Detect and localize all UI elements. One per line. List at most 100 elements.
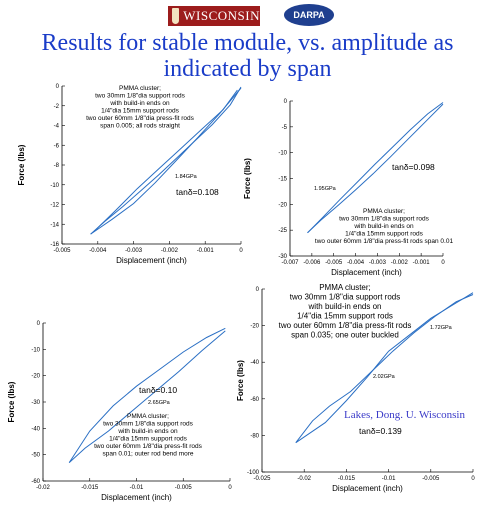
annotation-line: 1/4"dia 15mm support rods — [101, 108, 180, 115]
slide-title-line2: indicated by span — [163, 56, 332, 82]
y-axis-label: Force (lbs) — [243, 158, 252, 199]
crest-icon — [172, 8, 180, 24]
annotation-line: two outer 60mm 1/8"dia press-fit rods — [94, 443, 203, 450]
x-tick-label: -0.02 — [297, 476, 311, 482]
y-axis-label: Force (lbs) — [17, 144, 26, 185]
annotation-line: with build-in ends on — [308, 302, 382, 311]
x-axis-label: Displacement (inch) — [331, 268, 402, 277]
annotation-line: span 0.01; outer rod bend more — [102, 451, 193, 458]
modulus-label: 2.65GPa — [148, 400, 171, 406]
y-tick-label: -10 — [50, 183, 59, 189]
x-tick-label: 0 — [441, 260, 445, 266]
annotation-line: two outer 60mm 1/8"dia press-fit rods sp… — [315, 238, 454, 245]
annotation-line: PMMA cluster; — [319, 283, 371, 292]
series-line — [68, 330, 226, 463]
chart-bottom-right: -0.025 -0.02 -0.015 -0.01 -0.005 0 -100 -80 -60 -… — [236, 283, 475, 493]
chart-top-left: -0.005 -0.004 -0.003 -0.002 -0.001 0 -16 -14 -12… — [17, 84, 243, 265]
modulus-label: 1.72GPa — [430, 325, 453, 331]
y-tick-label: -40 — [250, 360, 259, 366]
x-tick-label: -0.005 — [175, 485, 193, 491]
credit-text: Lakes, Dong. U. Wisconsin — [344, 409, 465, 421]
x-tick-label: -0.02 — [36, 485, 50, 491]
y-axis-label: Force (lbs) — [236, 360, 245, 401]
annotation-line: with build-in ends on — [109, 100, 170, 107]
y-tick-label: -20 — [31, 374, 40, 380]
x-tick-label: -0.007 — [281, 260, 299, 266]
y-tick-label: -12 — [50, 203, 59, 209]
x-tick-label: -0.01 — [130, 485, 144, 491]
y-tick-label: -50 — [31, 453, 40, 459]
y-tick-label: -25 — [278, 228, 287, 234]
y-tick-label: -10 — [278, 151, 287, 157]
y-tick-label: -16 — [50, 242, 59, 248]
slide-title: Results for stable module, vs. amplitude… — [0, 30, 495, 82]
x-tick-label: -0.002 — [161, 248, 179, 254]
annotation-line: span 0.005; all rods straight — [100, 123, 180, 130]
x-tick-label: -0.004 — [89, 248, 107, 254]
x-tick-label: -0.003 — [125, 248, 143, 254]
annotation-line: 1/4"dia 15mm support rods — [345, 231, 424, 238]
series-line — [295, 292, 474, 444]
annotation-line: span 0.035; one outer buckled — [291, 331, 399, 340]
y-tick-label: -60 — [250, 397, 259, 403]
y-tick-label: -20 — [250, 324, 259, 330]
y-tick-label: -20 — [278, 202, 287, 208]
modulus-label: 1.84GPa — [175, 174, 198, 180]
y-tick-label: -100 — [247, 470, 260, 476]
x-axis-label: Displacement (inch) — [116, 256, 187, 265]
x-tick-label: -0.005 — [53, 248, 71, 254]
series-line — [93, 89, 238, 232]
x-axis-label: Displacement (inch) — [332, 484, 403, 493]
modulus-label: 1.95GPa — [314, 186, 337, 192]
y-tick-label: -80 — [250, 433, 259, 439]
series-line — [307, 102, 444, 234]
annotation-line: PMMA cluster; — [127, 413, 169, 420]
x-tick-label: 0 — [228, 485, 232, 491]
series-line — [307, 103, 444, 234]
tan-delta-label: tanδ=0.10 — [139, 385, 177, 395]
x-tick-label: -0.001 — [413, 260, 431, 266]
y-tick-label: -4 — [54, 124, 60, 130]
annotation-line: 1/4"dia 15mm support rods — [109, 436, 188, 443]
x-tick-label: -0.001 — [197, 248, 215, 254]
x-tick-label: -0.004 — [347, 260, 365, 266]
x-tick-label: -0.003 — [369, 260, 387, 266]
annotation-line: two 30mm 1/8"dia support rods — [103, 421, 193, 428]
series-line — [90, 87, 242, 235]
tan-delta-label: tanδ=0.098 — [392, 162, 435, 172]
slide-title-line1: Results for stable module, vs. amplitude… — [41, 30, 454, 56]
series-line — [90, 86, 242, 235]
annotation-line: two 30mm 1/8"dia support rods — [290, 293, 400, 302]
x-tick-label: -0.002 — [391, 260, 409, 266]
x-tick-label: -0.005 — [422, 476, 440, 482]
y-tick-label: -14 — [50, 222, 59, 228]
series-line — [68, 327, 226, 463]
x-tick-label: -0.01 — [382, 476, 396, 482]
y-tick-label: -5 — [282, 125, 288, 131]
annotation-line: two outer 60mm 1/8"dia press-fit rods — [279, 321, 412, 330]
y-tick-label: -30 — [31, 400, 40, 406]
tan-delta-label: tanδ=0.108 — [176, 187, 219, 197]
x-tick-label: 0 — [471, 476, 475, 482]
x-tick-label: -0.005 — [325, 260, 343, 266]
y-tick-label: 0 — [284, 99, 288, 105]
y-tick-label: 0 — [56, 84, 60, 90]
annotation-line: 1/4"dia 15mm support rods — [297, 312, 393, 321]
chart-bottom-left: -0.02 -0.015 -0.01 -0.005 0 -60 -50 -40 -30 -20 -1… — [7, 321, 232, 502]
annotation-line: two outer 60mm 1/8"dia press-fit rods — [86, 115, 195, 122]
annotation-line: PMMA cluster; — [119, 85, 161, 92]
annotation-line: two 30mm 1/8"dia support rods — [95, 93, 185, 100]
x-tick-label: -0.015 — [81, 485, 99, 491]
chart-top-right: -0.007 -0.006 -0.005 -0.004 -0.003 -0.002 -0.0… — [243, 99, 453, 277]
y-tick-label: -40 — [31, 426, 40, 432]
y-tick-label: -30 — [278, 254, 287, 260]
annotation-line: two 30mm 1/8"dia support rods — [339, 216, 429, 223]
y-tick-label: 0 — [256, 287, 260, 293]
darpa-logo: DARPA — [284, 4, 334, 26]
modulus-label: 2.02GPa — [373, 374, 396, 380]
tan-delta-label: tanδ=0.139 — [359, 426, 402, 436]
x-axis-label: Displacement (inch) — [101, 493, 172, 502]
wisconsin-logo: WISCONSIN — [168, 6, 260, 26]
x-tick-label: -0.006 — [303, 260, 321, 266]
y-tick-label: -6 — [54, 143, 60, 149]
